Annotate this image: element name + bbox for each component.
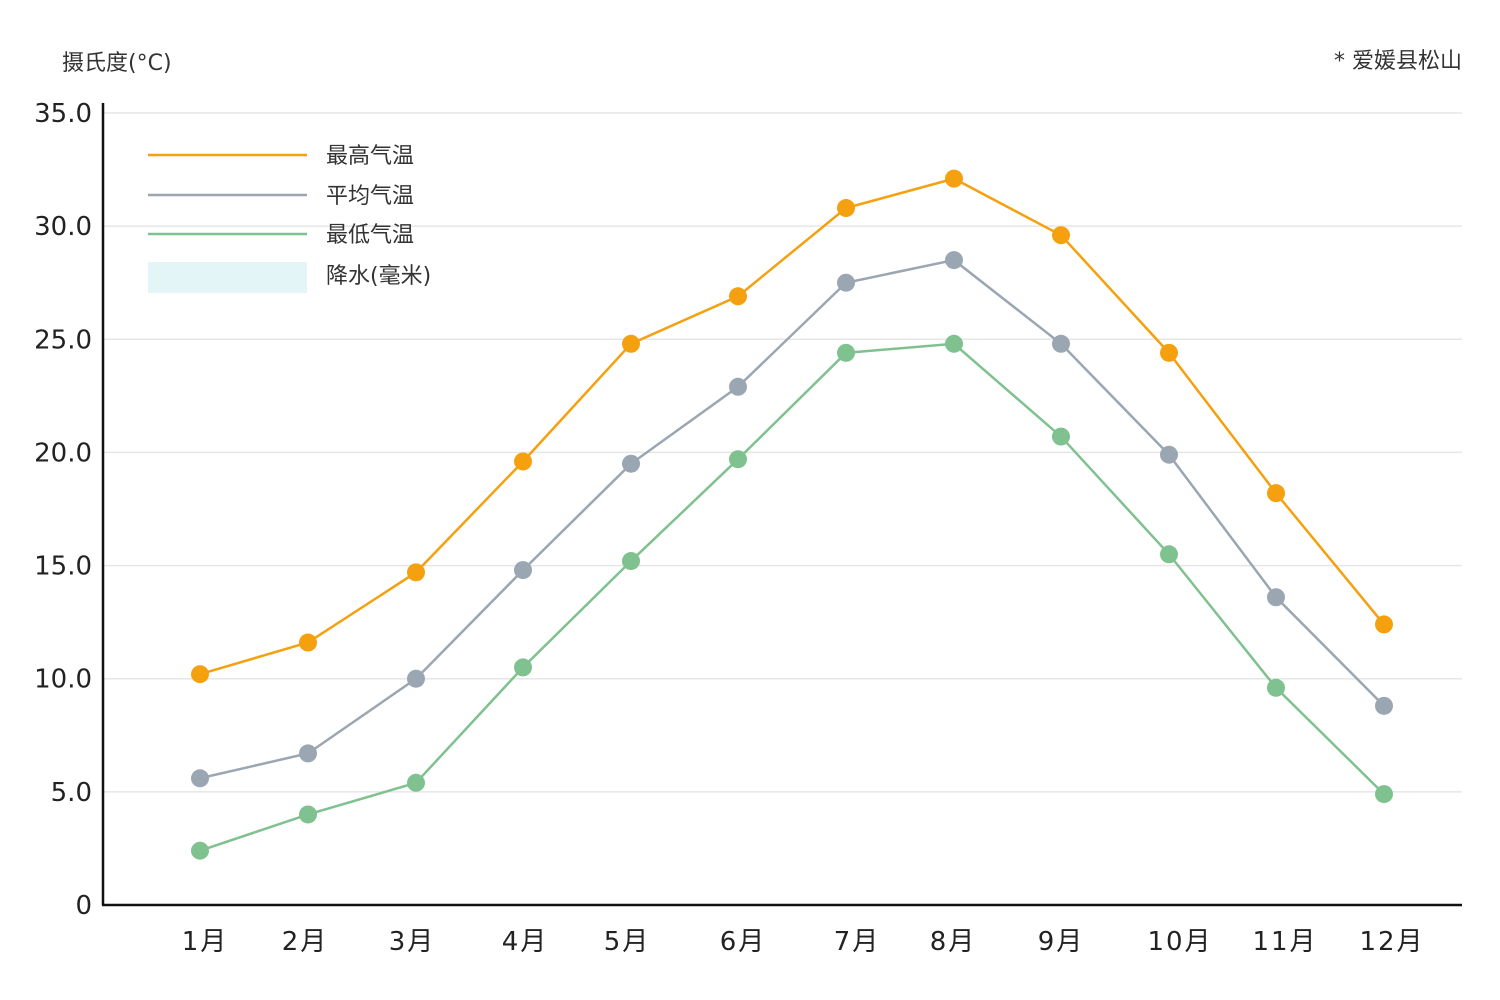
data-point (1052, 334, 1070, 353)
y-axis-label: 摄氏度(°C) (62, 51, 172, 76)
data-point (299, 633, 317, 652)
data-point (299, 744, 317, 763)
x-tick-label: 6月 (720, 927, 767, 957)
y-tick-label: 30.0 (34, 212, 92, 242)
data-point (1267, 484, 1285, 503)
data-point (622, 334, 640, 353)
y-tick-label: 10.0 (34, 665, 92, 695)
data-point (837, 343, 855, 362)
data-point (1052, 226, 1070, 245)
series-line-3 (199, 342, 1385, 852)
data-point (191, 841, 209, 860)
x-tick-label: 5月 (604, 927, 651, 957)
data-point (191, 769, 209, 788)
legend-label: 最高气温 (326, 144, 414, 169)
data-point (729, 287, 747, 306)
x-tick-labels: 1月 2月 3月 4月 5月 6月 7月 8月 9月 10月 11月 12月 (182, 927, 1424, 957)
gridlines (103, 112, 1462, 793)
data-point (622, 552, 640, 571)
data-point (1267, 678, 1285, 697)
data-point (1052, 427, 1070, 446)
x-tick-label: 8月 (930, 927, 977, 957)
series-line-2 (199, 258, 1385, 780)
data-point (514, 452, 532, 471)
y-tick-label: 35.0 (34, 99, 92, 129)
legend-label: 平均气温 (326, 184, 414, 209)
location-note: * 爱媛县松山 (1334, 49, 1462, 74)
series-line-1 (199, 177, 1385, 676)
data-point (1375, 696, 1393, 715)
data-point (514, 658, 532, 677)
x-tick-label: 10月 (1147, 927, 1212, 957)
data-point (191, 665, 209, 684)
data-point (407, 773, 425, 792)
data-point (1375, 785, 1393, 804)
data-point (837, 273, 855, 292)
data-point (514, 561, 532, 580)
y-tick-label: 15.0 (34, 552, 92, 582)
data-point (299, 805, 317, 824)
y-tick-label: 25.0 (34, 325, 92, 355)
legend-label: 最低气温 (326, 223, 414, 248)
y-tick-label: 0 (75, 891, 92, 921)
y-tick-label: 5.0 (51, 778, 92, 808)
x-tick-label: 2月 (282, 927, 329, 957)
legend-swatch-precipitation (148, 262, 307, 293)
legend-label-precipitation: 降水(毫米) (326, 264, 431, 289)
data-point (1160, 343, 1178, 362)
data-point (407, 669, 425, 688)
x-tick-label: 11月 (1252, 927, 1317, 957)
data-point (945, 334, 963, 353)
x-tick-label: 7月 (834, 927, 881, 957)
data-point (1160, 545, 1178, 564)
x-tick-label: 4月 (502, 927, 549, 957)
data-point (729, 377, 747, 396)
x-tick-label: 9月 (1038, 927, 1085, 957)
data-point (945, 169, 963, 188)
x-tick-label: 1月 (182, 927, 229, 957)
data-point (945, 251, 963, 270)
data-point (622, 454, 640, 473)
data-point (1375, 615, 1393, 634)
x-tick-label: 12月 (1359, 927, 1424, 957)
data-point (729, 450, 747, 469)
data-point (407, 563, 425, 582)
data-point (1160, 445, 1178, 464)
data-point (1267, 588, 1285, 607)
y-tick-label: 20.0 (34, 438, 92, 468)
y-tick-labels: 0 5.0 10.0 15.0 20.0 25.0 30.0 35.0 (34, 99, 92, 921)
x-tick-label: 3月 (389, 927, 436, 957)
data-point (837, 199, 855, 218)
series-group (191, 169, 1393, 860)
